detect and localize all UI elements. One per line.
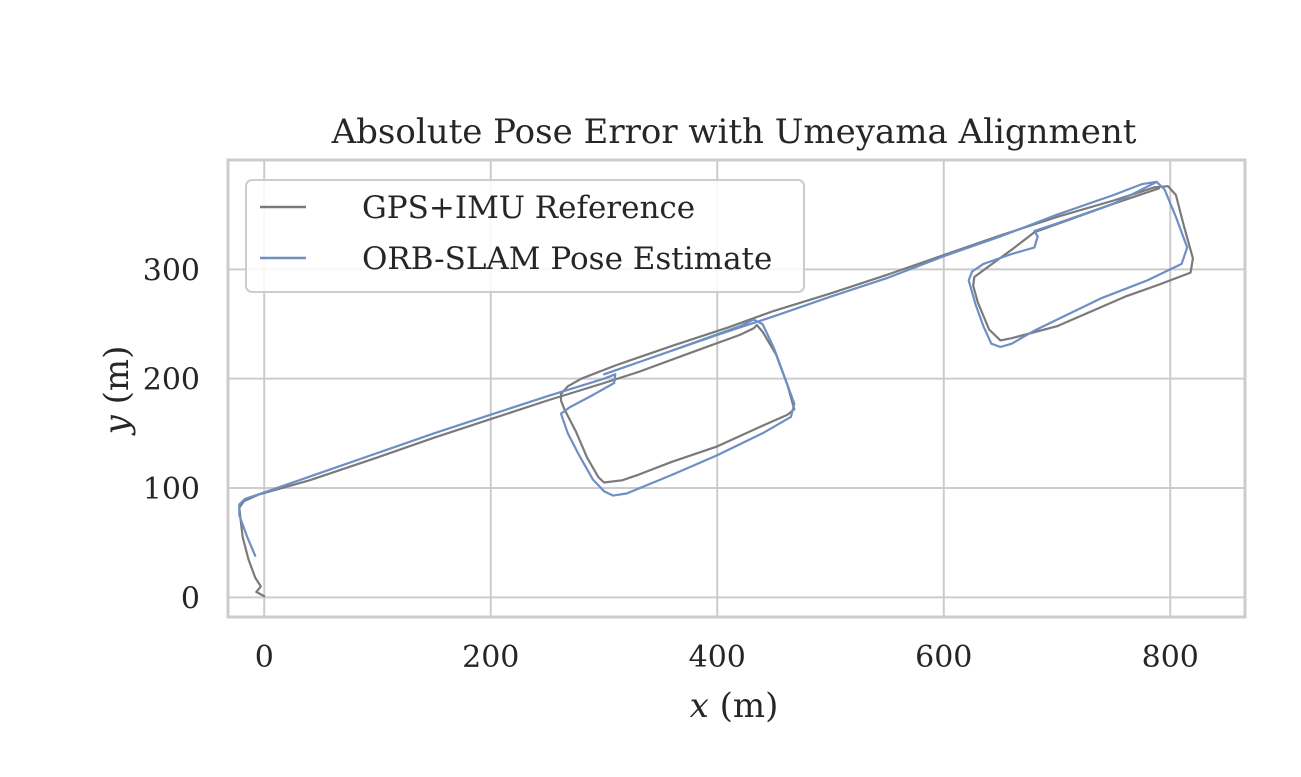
y-tick-label: 200 [143,363,200,398]
x-tick-label: 200 [462,640,519,675]
series-line-estimate [238,180,1189,557]
y-tick-label: 300 [143,253,200,288]
series-layer [238,180,1194,598]
x-tick-label: 400 [689,640,746,675]
legend-box [245,179,805,293]
y-tick-label: 100 [143,472,200,507]
x-tick-label: 0 [255,640,274,675]
series-line-reference [238,185,1194,598]
legend-label-estimate: ORB-SLAM Pose Estimate [362,241,772,277]
x-axis-var: x [690,686,709,726]
y-axis-unit: (m) [97,346,137,405]
x-tick-label: 800 [1142,640,1199,675]
x-tick-label: 600 [915,640,972,675]
y-tick-label: 0 [181,581,200,616]
x-axis-label: x (m) [690,686,779,726]
chart-title: Absolute Pose Error with Umeyama Alignme… [331,112,1137,152]
y-axis-label: y (m) [97,346,137,437]
legend-label-reference: GPS+IMU Reference [362,190,695,226]
legend: GPS+IMU Reference ORB-SLAM Pose Estimate [245,179,805,293]
x-axis-unit: (m) [720,686,779,726]
y-axis-var: y [97,414,137,436]
tick-labels: 0 200 400 600 800 0 100 200 300 [143,253,1199,675]
plot-frame [226,158,1247,619]
